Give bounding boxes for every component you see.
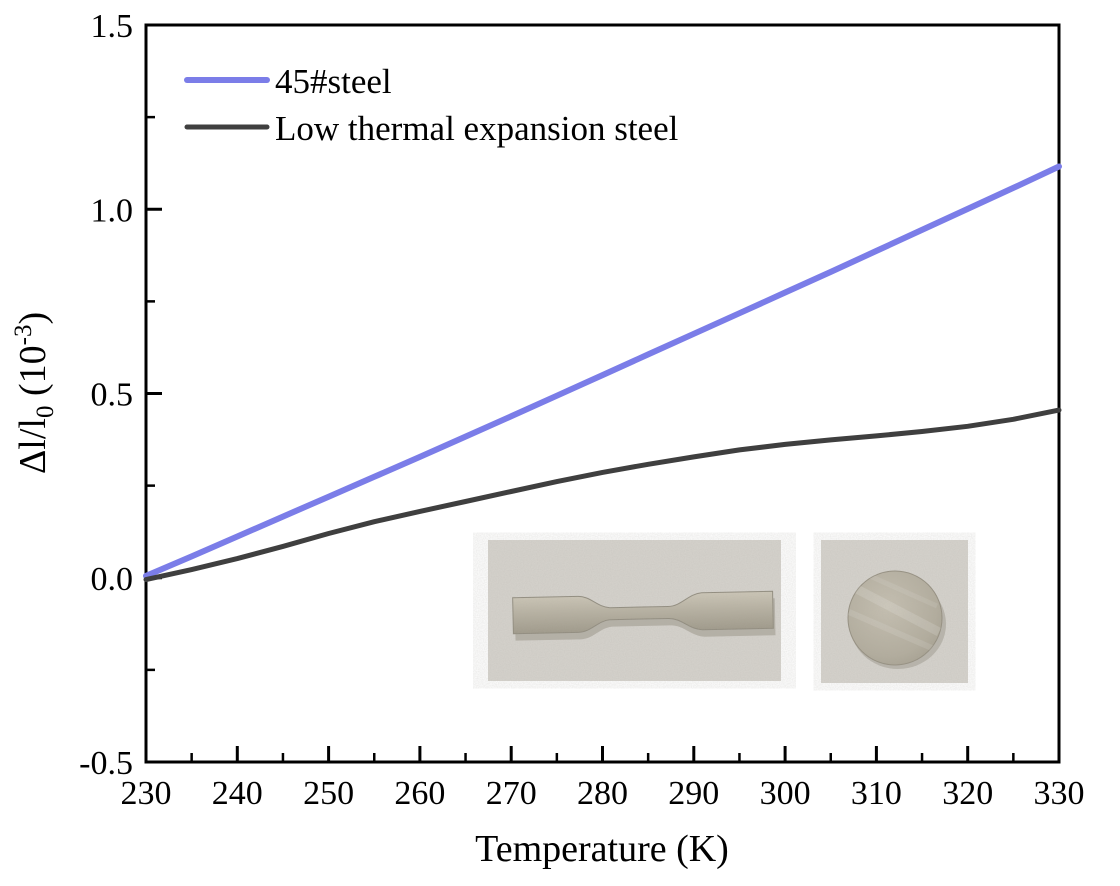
disc-specimen-photo — [821, 540, 968, 683]
x-axis-title: Temperature (K) — [475, 828, 729, 870]
x-tick-label: 280 — [577, 775, 628, 812]
x-tick-label: 290 — [668, 775, 719, 812]
data-series — [143, 163, 1062, 583]
x-tick-label: 240 — [212, 775, 263, 812]
legend-label-45steel: 45#steel — [275, 62, 392, 101]
dogbone-specimen-photo — [488, 540, 781, 681]
legend: 45#steel Low thermal expansion steel — [184, 62, 679, 148]
x-tick-label: 310 — [851, 775, 902, 812]
plot-area: 230 240 250 260 270 280 290 300 310 320 330 -0.5 0.0… — [79, 8, 1084, 812]
y-tick-label: 0.0 — [91, 561, 134, 598]
photo-grain-overlay — [821, 540, 968, 683]
x-tick-label: 230 — [121, 775, 172, 812]
series-line-low-expansion-steel — [143, 407, 1062, 583]
axis-tick-labels: 230 240 250 260 270 280 290 300 310 320 330 -0.5 0.0… — [79, 8, 1084, 812]
x-tick-label: 300 — [760, 775, 811, 812]
axis-ticks — [144, 23, 1061, 764]
y-axis-title: Δl/l0 (10-3) — [10, 312, 59, 474]
x-tick-label: 270 — [486, 775, 537, 812]
series-line-45steel — [143, 163, 1062, 579]
photo-grain-overlay — [488, 540, 781, 681]
x-tick-label: 250 — [303, 775, 354, 812]
x-tick-label: 330 — [1034, 775, 1085, 812]
y-tick-label: 1.0 — [91, 192, 134, 229]
x-tick-label: 260 — [394, 775, 445, 812]
x-tick-label: 320 — [942, 775, 993, 812]
y-tick-label: 1.5 — [91, 8, 134, 45]
y-tick-label: -0.5 — [79, 745, 133, 782]
y-tick-label: 0.5 — [91, 377, 134, 414]
legend-label-low-expansion-steel: Low thermal expansion steel — [275, 109, 679, 148]
